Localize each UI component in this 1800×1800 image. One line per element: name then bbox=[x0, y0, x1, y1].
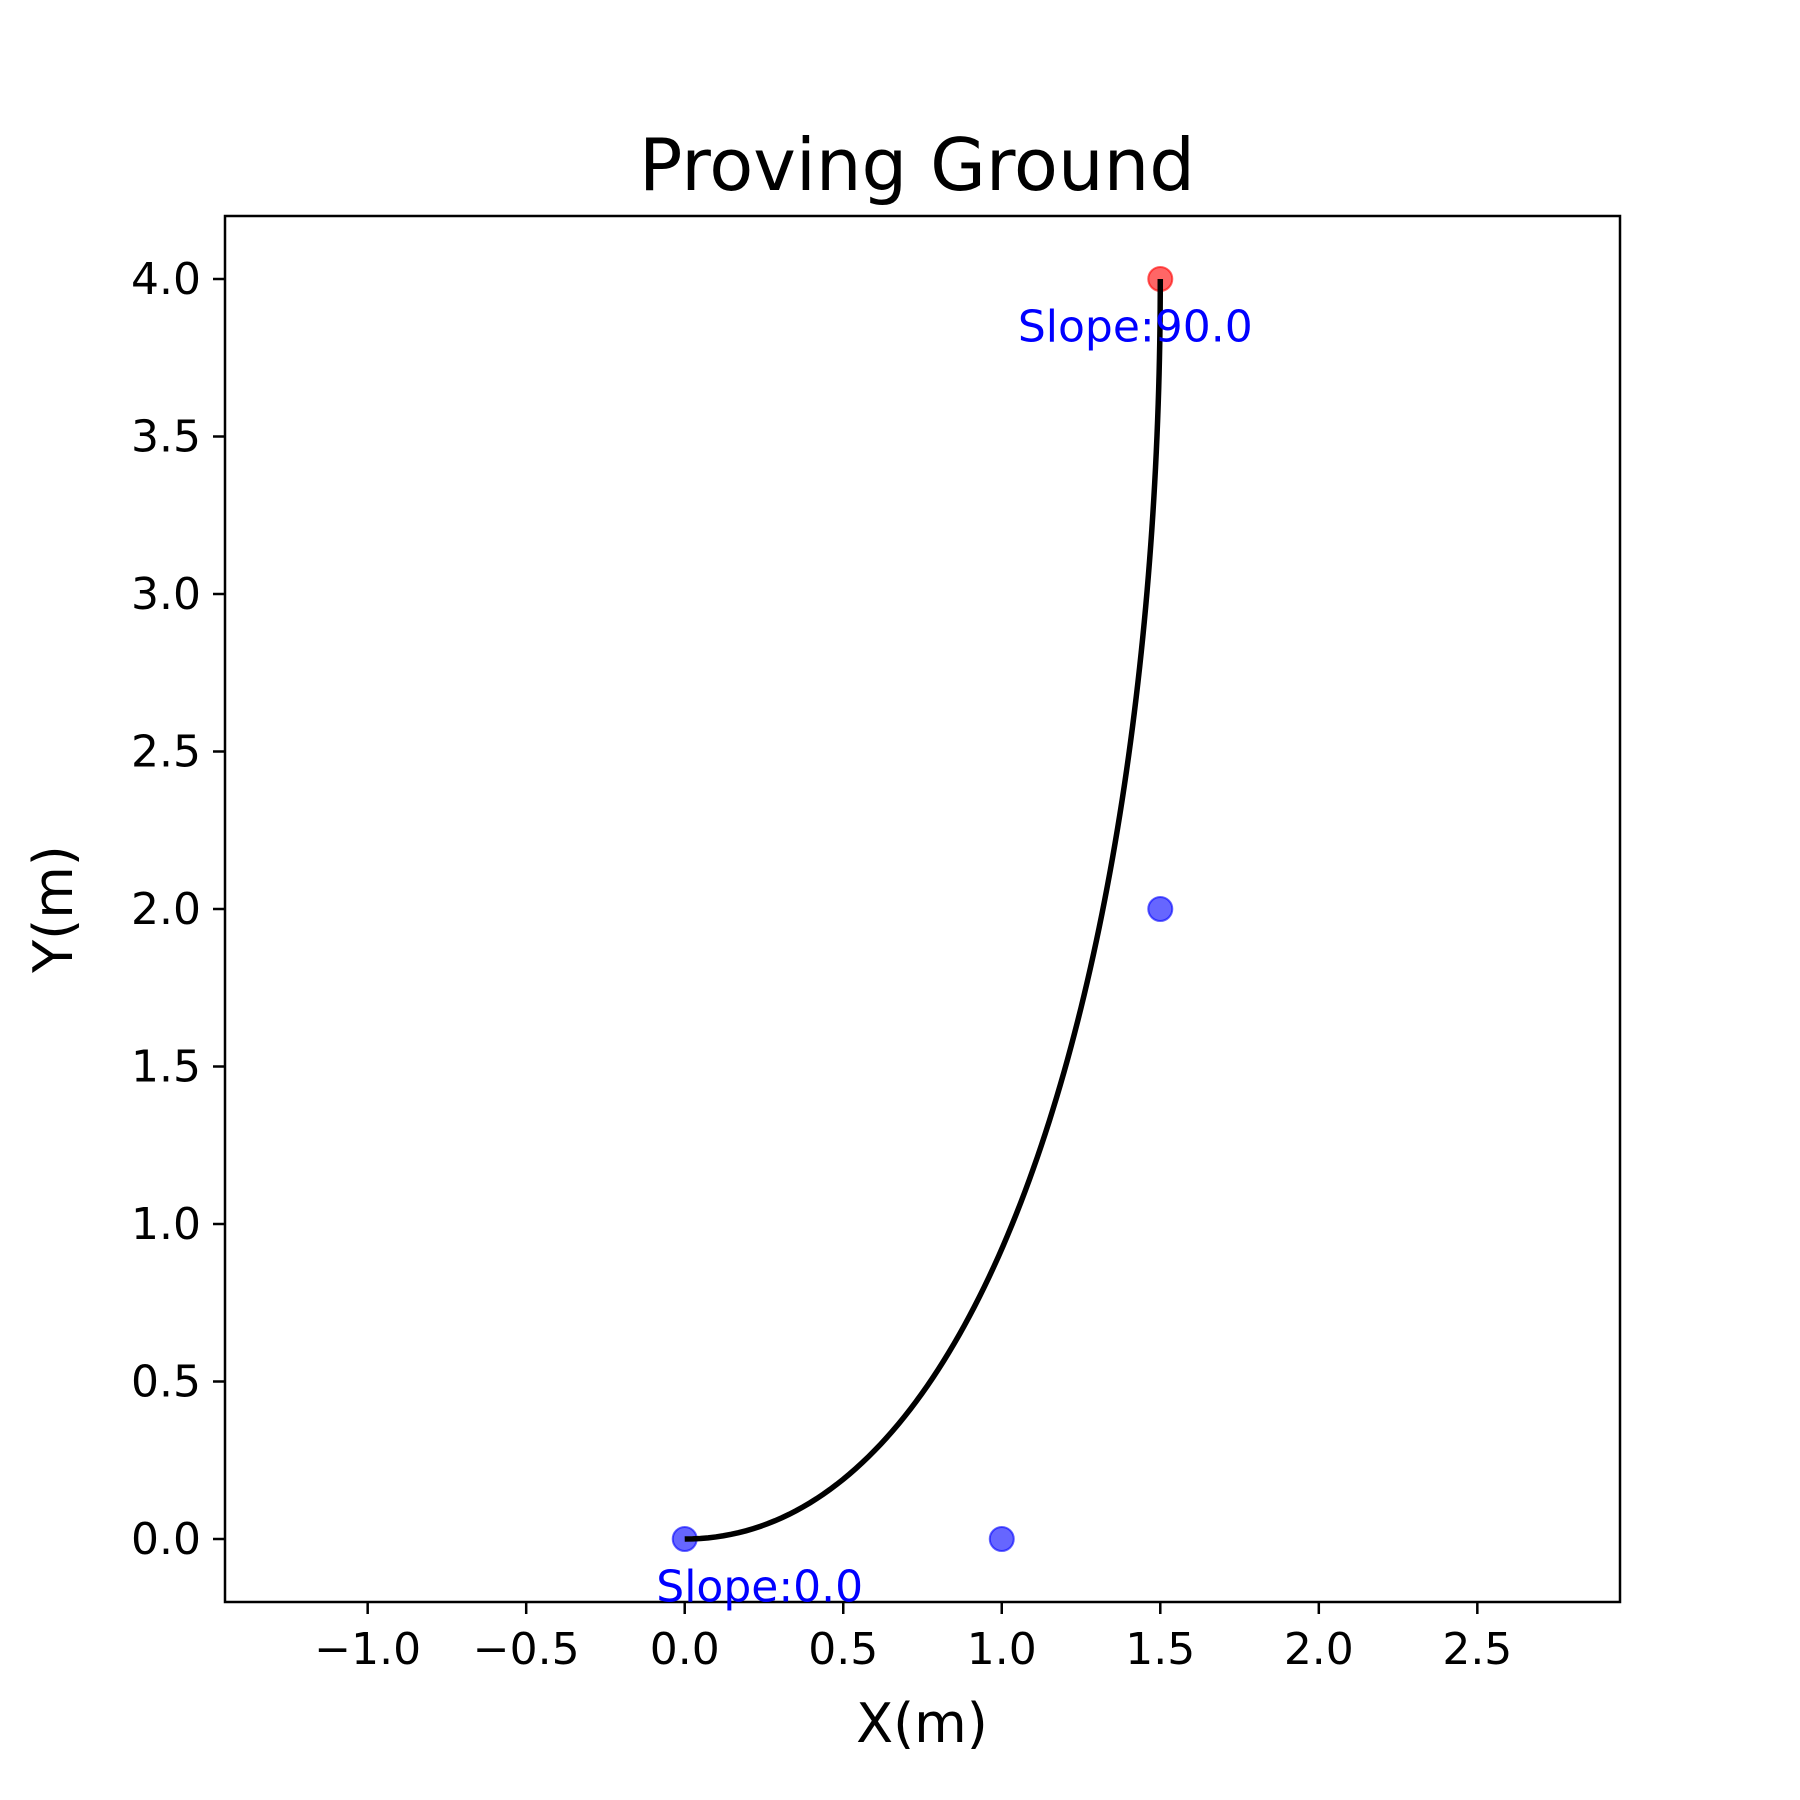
y-tick-label: 0.5 bbox=[131, 1357, 201, 1408]
y-tick-label: 4.0 bbox=[131, 254, 201, 305]
x-axis: −1.0 −0.5 0.0 0.5 1.0 1.5 2.0 2.5 bbox=[314, 1602, 1512, 1675]
x-tick-label: 2.0 bbox=[1284, 1624, 1354, 1675]
start-slope-label: Slope:0.0 bbox=[656, 1561, 863, 1612]
end-slope-label: Slope:90.0 bbox=[1018, 301, 1253, 352]
control-point-2 bbox=[1147, 896, 1174, 922]
y-tick-label: 0.0 bbox=[131, 1514, 201, 1565]
y-tick-label: 3.5 bbox=[131, 412, 201, 463]
x-tick-label: 0.5 bbox=[808, 1624, 878, 1675]
y-tick-label: 2.0 bbox=[131, 884, 201, 935]
path-curve bbox=[684, 278, 1164, 1542]
control-point-1 bbox=[988, 1526, 1015, 1552]
x-tick-label: 0.0 bbox=[650, 1624, 720, 1675]
y-tick-label: 1.0 bbox=[131, 1199, 201, 1250]
x-tick-label: −0.5 bbox=[473, 1624, 580, 1675]
y-tick-label: 3.0 bbox=[131, 569, 201, 620]
x-tick-label: 2.5 bbox=[1442, 1624, 1512, 1675]
y-axis-label: Y(m) bbox=[22, 845, 85, 974]
x-tick-label: 1.5 bbox=[1125, 1624, 1195, 1675]
plot-layer: Slope:0.0 Slope:90.0 bbox=[656, 266, 1253, 1612]
y-tick-label: 1.5 bbox=[131, 1042, 201, 1093]
chart-title: Proving Ground bbox=[639, 123, 1195, 207]
x-axis-label: X(m) bbox=[856, 1692, 988, 1755]
y-tick-label: 2.5 bbox=[131, 727, 201, 778]
y-axis: 0.0 0.5 1.0 1.5 2.0 2.5 3.0 3.5 4.0 bbox=[131, 254, 225, 1565]
x-tick-label: −1.0 bbox=[314, 1624, 421, 1675]
x-tick-label: 1.0 bbox=[967, 1624, 1037, 1675]
